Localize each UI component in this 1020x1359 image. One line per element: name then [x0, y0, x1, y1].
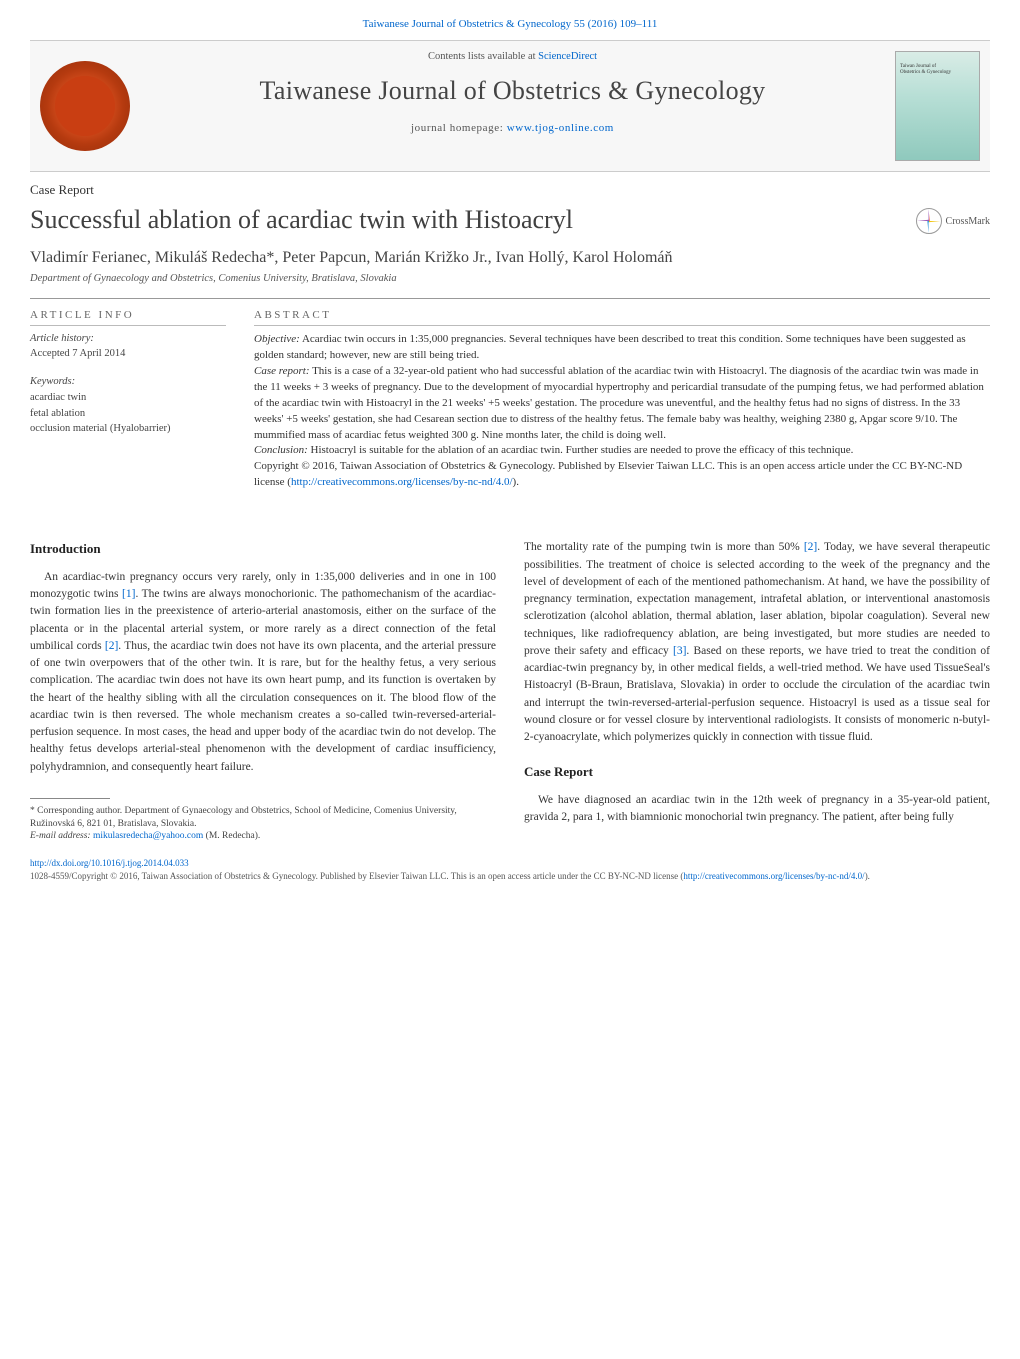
history-value: Accepted 7 April 2014 — [30, 348, 125, 359]
journal-homepage: journal homepage: www.tjog-online.com — [150, 122, 875, 134]
abstract-body: Objective: Acardiac twin occurs in 1:35,… — [254, 332, 990, 491]
keywords-block: Keywords: acardiac twin fetal ablation o… — [30, 375, 226, 437]
abstract-conclusion: Histoacryl is suitable for the ablation … — [308, 444, 854, 456]
header-center: Contents lists available at ScienceDirec… — [140, 41, 885, 171]
abstract-objective: Acardiac twin occurs in 1:35,000 pregnan… — [254, 333, 966, 361]
corresponding-sep — [30, 798, 110, 799]
abstract-column: ABSTRACT Objective: Acardiac twin occurs… — [240, 299, 990, 501]
cover-caption: Taiwan Journal of Obstetrics & Gynecolog… — [900, 64, 951, 75]
section-label: Case Report — [30, 182, 990, 198]
corr-email-label: E-mail address: — [30, 831, 93, 841]
right-column: The mortality rate of the pumping twin i… — [524, 539, 990, 843]
article-history: Article history: Accepted 7 April 2014 — [30, 332, 226, 361]
article-title: Successful ablation of acardiac twin wit… — [30, 204, 896, 237]
homepage-prefix: journal homepage: — [411, 122, 507, 134]
footer-copy-post: ). — [865, 871, 870, 881]
cc-license-link[interactable]: http://creativecommons.org/licenses/by-n… — [291, 476, 513, 488]
keyword-item: fetal ablation — [30, 406, 226, 422]
abstract-case-label: Case report: — [254, 365, 310, 377]
affiliation: Department of Gynaecology and Obstetrics… — [30, 273, 990, 284]
case-report-paragraph: We have diagnosed an acardiac twin in th… — [524, 792, 990, 827]
authors: Vladimír Ferianec, Mikuláš Redecha*, Pet… — [30, 247, 990, 269]
doi-link[interactable]: http://dx.doi.org/10.1016/j.tjog.2014.04… — [30, 858, 189, 868]
ref-link-2[interactable]: [2] — [105, 640, 118, 652]
society-logo — [30, 41, 140, 171]
ref-link-1[interactable]: [1] — [122, 588, 135, 600]
abstract-copyright-post: ). — [513, 476, 519, 488]
keyword-item: acardiac twin — [30, 390, 226, 406]
crossmark-label: CrossMark — [946, 216, 990, 227]
right-text-a: The mortality rate of the pumping twin i… — [524, 541, 804, 553]
article-info-column: ARTICLE INFO Article history: Accepted 7… — [30, 299, 240, 501]
keyword-item: occlusion material (Hyalobarrier) — [30, 421, 226, 437]
journal-title: Taiwanese Journal of Obstetrics & Gyneco… — [150, 76, 875, 106]
abstract-objective-label: Objective: — [254, 333, 300, 345]
keywords-list: acardiac twin fetal ablation occlusion m… — [30, 390, 226, 437]
sciencedirect-link[interactable]: ScienceDirect — [538, 51, 597, 62]
contents-line: Contents lists available at ScienceDirec… — [150, 51, 875, 62]
cover-caption-l2: Obstetrics & Gynecology — [900, 70, 951, 75]
footer-cc-link[interactable]: http://creativecommons.org/licenses/by-n… — [683, 871, 864, 881]
society-logo-badge — [40, 61, 130, 151]
keywords-label: Keywords: — [30, 376, 75, 387]
journal-header: Contents lists available at ScienceDirec… — [30, 40, 990, 172]
history-label: Article history: — [30, 333, 94, 344]
corr-line1: * Corresponding author. Department of Gy… — [30, 805, 496, 831]
ref-link-2b[interactable]: [2] — [804, 541, 817, 553]
abstract-heading: ABSTRACT — [254, 309, 990, 326]
journal-cover: Taiwan Journal of Obstetrics & Gynecolog… — [885, 41, 990, 171]
introduction-heading: Introduction — [30, 539, 496, 559]
page-footer: http://dx.doi.org/10.1016/j.tjog.2014.04… — [0, 853, 1020, 900]
journal-cover-thumb: Taiwan Journal of Obstetrics & Gynecolog… — [895, 51, 980, 161]
abstract-case: This is a case of a 32-year-old patient … — [254, 365, 984, 441]
cover-caption-l1: Taiwan Journal of — [900, 64, 936, 69]
footer-copy-pre: 1028-4559/Copyright © 2016, Taiwan Assoc… — [30, 871, 683, 881]
right-text-b: . Today, we have several therapeutic pos… — [524, 541, 990, 657]
ref-link-3[interactable]: [3] — [673, 645, 686, 657]
article-info-heading: ARTICLE INFO — [30, 309, 226, 326]
corresponding-note: * Corresponding author. Department of Gy… — [30, 805, 496, 843]
citation-top-link[interactable]: Taiwanese Journal of Obstetrics & Gyneco… — [0, 0, 1020, 34]
right-text-c: . Based on these reports, we have tried … — [524, 645, 990, 743]
corr-email-suffix: (M. Redecha). — [203, 831, 260, 841]
left-column: Introduction An acardiac-twin pregnancy … — [30, 539, 496, 843]
crossmark-icon — [916, 208, 942, 234]
intro-text-c: . Thus, the acardiac twin does not have … — [30, 640, 496, 773]
right-intro-paragraph: The mortality rate of the pumping twin i… — [524, 539, 990, 746]
case-report-heading: Case Report — [524, 762, 990, 782]
crossmark-badge[interactable]: CrossMark — [916, 208, 990, 234]
corr-email-link[interactable]: mikulasredecha@yahoo.com — [93, 831, 203, 841]
contents-prefix: Contents lists available at — [428, 51, 538, 62]
homepage-link[interactable]: www.tjog-online.com — [507, 122, 614, 134]
introduction-paragraph: An acardiac-twin pregnancy occurs very r… — [30, 569, 496, 776]
abstract-conclusion-label: Conclusion: — [254, 444, 308, 456]
